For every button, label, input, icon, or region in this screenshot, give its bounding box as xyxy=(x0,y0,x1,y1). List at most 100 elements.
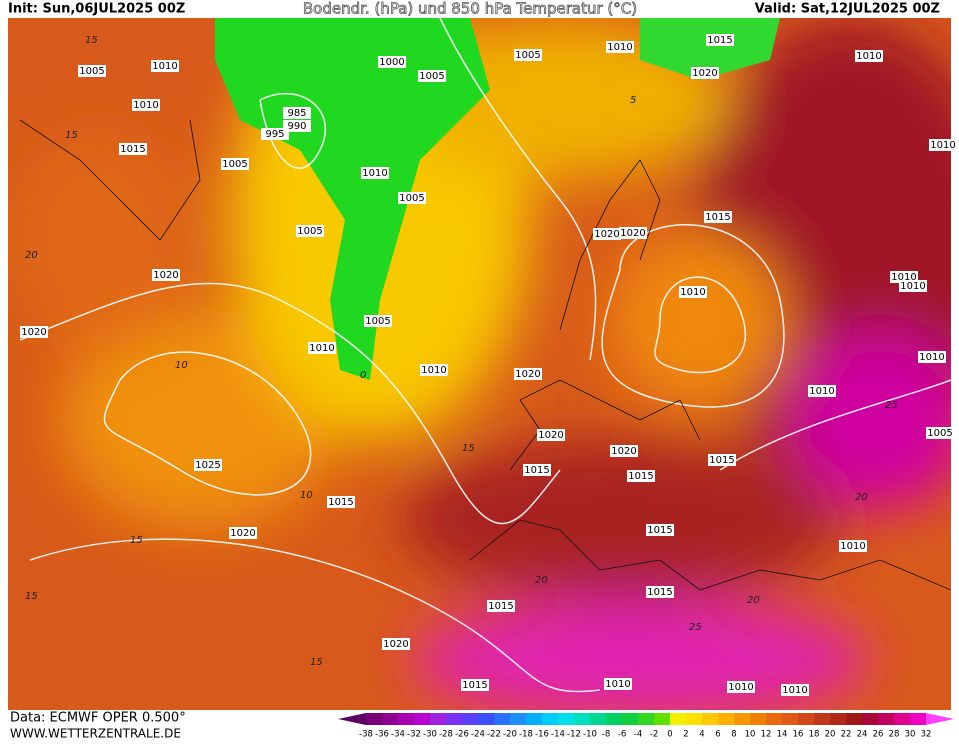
temperature-label: 15 xyxy=(310,657,323,668)
isobar-label: 1015 xyxy=(647,587,672,598)
temperature-label: 25 xyxy=(689,622,702,633)
colorbar-label: 14 xyxy=(777,730,788,740)
isobar-label-box xyxy=(132,99,160,111)
colorbar-cell xyxy=(494,713,511,725)
isobar-label: 1010 xyxy=(607,42,632,53)
isobar-label-box xyxy=(646,586,674,598)
colorbar-cell xyxy=(814,713,831,725)
colorbar-cell xyxy=(894,713,911,725)
colorbar-label: 30 xyxy=(905,730,916,740)
isobar-label-box xyxy=(461,679,489,691)
temperature-label: 15 xyxy=(65,130,78,141)
colorbar-label: 16 xyxy=(793,730,804,740)
colorbar-label: 4 xyxy=(699,730,704,740)
isobar-label: 1010 xyxy=(930,140,955,151)
colorbar-cell xyxy=(366,713,383,725)
colorbar-cell xyxy=(590,713,607,725)
isobar-label-box xyxy=(610,445,638,457)
isobar-label: 1000 xyxy=(379,57,404,68)
valid-text: Valid: Sat,12JUL2025 00Z xyxy=(755,2,940,17)
isobar-label: 1010 xyxy=(919,352,944,363)
isobar-label: 1015 xyxy=(647,525,672,536)
isobar-label: 1015 xyxy=(120,144,145,155)
isobar-label: 1005 xyxy=(79,66,104,77)
isobar-label-box xyxy=(691,67,719,79)
colorbar-cell xyxy=(878,713,895,725)
isobar-label-box xyxy=(296,225,324,237)
colorbar-label: 10 xyxy=(745,730,756,740)
temperature-label: 10 xyxy=(300,490,313,501)
colorbar-label: 32 xyxy=(921,730,932,740)
colorbar-label: 18 xyxy=(809,730,820,740)
colorbar-cell xyxy=(798,713,815,725)
isobar-label: 1010 xyxy=(421,365,446,376)
isobar-labels: 1005 101010101015985990995100010051005101… xyxy=(20,34,957,696)
isobar-label: 1010 xyxy=(809,386,834,397)
isobar-label: 1005 xyxy=(927,428,952,439)
isobar-label-box xyxy=(929,139,957,151)
colorbar-cell xyxy=(558,713,575,725)
isobar-label-box xyxy=(646,524,674,536)
isobar-label: 1010 xyxy=(605,679,630,690)
colorbar-label: -8 xyxy=(602,730,610,740)
isobar-label: 1015 xyxy=(707,35,732,46)
colorbar-cell xyxy=(622,713,639,725)
isobar-label-box xyxy=(20,326,48,338)
isobar-label-box xyxy=(514,49,542,61)
isobar-label-box xyxy=(899,280,927,292)
isobar-label-box xyxy=(708,454,736,466)
colorbar-label: 24 xyxy=(857,730,868,740)
colorbar-label: -10 xyxy=(583,730,597,740)
init-text: Init: Sun,06JUL2025 00Z xyxy=(8,2,185,17)
isobar-label: 1020 xyxy=(611,446,636,457)
temperature-label: 20 xyxy=(25,250,38,261)
temperature-label: 20 xyxy=(535,575,548,586)
isobar-label-box xyxy=(261,128,289,140)
isobar-label: 1020 xyxy=(538,430,563,441)
colorbar-cell xyxy=(846,713,863,725)
colorbar-label: 26 xyxy=(873,730,884,740)
isobar-label: 1020 xyxy=(21,327,46,338)
map xyxy=(8,18,951,710)
isobar-label-box xyxy=(364,315,392,327)
isobar-label: 1015 xyxy=(488,601,513,612)
colorbar-label: -20 xyxy=(503,730,517,740)
colorbar-cell xyxy=(478,713,495,725)
isobar-label: 985 xyxy=(287,108,306,119)
temperature-label: 20 xyxy=(747,595,760,606)
isobar-label-box xyxy=(119,143,147,155)
colorbar-cell xyxy=(910,713,927,725)
isobar-label: 1005 xyxy=(222,159,247,170)
colorbar-label: -14 xyxy=(551,730,565,740)
temperature-label: 5 xyxy=(630,95,636,106)
temperature-label: 20 xyxy=(855,492,868,503)
isobar-label-box xyxy=(627,470,655,482)
isobar-label-box xyxy=(855,50,883,62)
isobar-label-box xyxy=(523,464,551,476)
colorbar-label: -32 xyxy=(407,730,421,740)
isobar-label: 1020 xyxy=(692,68,717,79)
isobar-label-box xyxy=(514,368,542,380)
isobar-label: 1025 xyxy=(195,460,220,471)
colorbar-label: -4 xyxy=(634,730,642,740)
colorbar-cell xyxy=(670,713,687,725)
isobar-label-box xyxy=(781,684,809,696)
isobar-label-box xyxy=(194,459,222,471)
isobar-label: 1020 xyxy=(230,528,255,539)
colorbar-cell xyxy=(766,713,783,725)
isobar-label-box xyxy=(926,427,954,439)
isobar-label: 1010 xyxy=(840,541,865,552)
colorbar-label: -22 xyxy=(487,730,501,740)
temperature-label: 15 xyxy=(25,591,38,602)
isobar-label: 1015 xyxy=(705,212,730,223)
map-title: Bodendr. (hPa) und 850 hPa Temperatur (°… xyxy=(303,0,637,18)
site-name: WWW.WETTERZENTRALE.DE xyxy=(10,727,181,741)
isobar-label-box xyxy=(487,600,515,612)
isobar-label-box xyxy=(839,540,867,552)
isobar-label: 1010 xyxy=(680,287,705,298)
colorbar-cell xyxy=(606,713,623,725)
colorbar-cell xyxy=(702,713,719,725)
colorbar: -38 -36 -34 -32 -30 -28 -26 -24 -22 -20 -18 -16 -14-… xyxy=(338,713,954,740)
